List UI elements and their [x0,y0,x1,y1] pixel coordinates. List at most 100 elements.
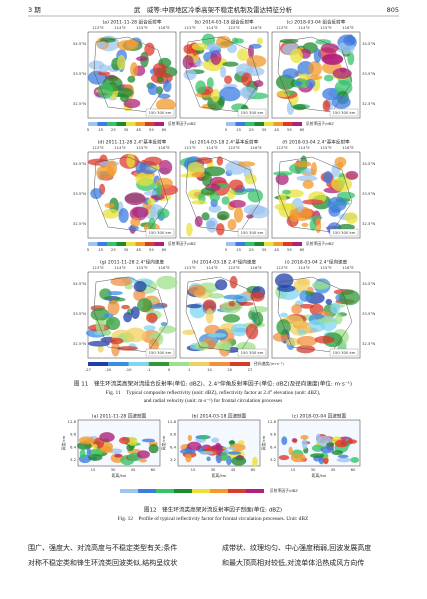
lon-label: 116°E [342,25,354,30]
echo-blob [307,319,326,333]
scale-box [145,228,175,237]
panel-title: (c) 2018-03-04 组合反射率 [287,19,346,26]
echo-blob [157,208,170,219]
scale-label: 150 300 km [149,230,172,235]
echo-blob [219,86,241,102]
x-tick-label: 30 [111,467,116,472]
fig11-caption-en: and radial velocity (unit: m·s⁻¹) for fr… [144,397,283,404]
echo-blob [250,43,262,49]
colorbar-cell [273,122,283,126]
echo-blob [200,187,215,196]
echo-blob [137,298,153,313]
panel-title: (f) 2018-03-04 2.4°基本反射率 [282,139,350,146]
colorbar-cell [108,362,129,366]
echo-blob [311,281,330,290]
y-tick-label: 9.6 [270,432,277,437]
echo-blob [289,207,300,223]
echo-blob [186,304,202,309]
colorbar-tick: 55 [287,127,292,132]
echo-blob [117,54,126,70]
body-text: 围广、强度大、对流高度与不稳定类型有关;条件 [28,543,177,552]
echo-blob [124,192,146,206]
colorbar-cell [264,242,274,246]
colorbar-tick: 25 [111,247,116,252]
echo-blob [111,341,120,357]
echo-blob [88,340,110,347]
colorbar-tick: -27 [85,367,92,372]
scale-label: 150 300 km [333,230,356,235]
echo-blob [315,217,322,234]
echo-blob [249,306,269,313]
lon-label: 114°E [206,145,218,150]
colorbar-cell [228,489,246,493]
colorbar-cell [88,362,109,366]
lat-label: 32.5°N [362,101,375,106]
lon-label: 114°E [298,145,310,150]
lon-label: 114°E [114,265,126,270]
echo-blob [220,301,242,314]
lon-label: 116°E [342,145,354,150]
echo-blob [109,337,124,345]
colorbar-cell [246,489,264,493]
echo-blob [297,329,307,335]
colorbar-cell [283,122,293,126]
echo-blob [278,193,287,205]
colorbar-tick: 5 [225,247,228,252]
echo-blob [322,99,331,112]
echo-blob [236,48,249,61]
echo-blob [308,61,322,77]
echo-blob [97,345,104,353]
lon-label: 114°E [114,145,126,150]
echo-blob [150,205,157,218]
echo-blob [233,206,244,223]
profile-echo [337,454,349,459]
profile-echo [291,438,298,443]
echo-blob [299,303,314,309]
lat-label: 32.5°N [73,341,86,346]
echo-blob [203,166,226,177]
profile-echo [300,435,309,440]
echo-blob [105,316,121,331]
echo-blob [302,179,314,190]
profile-echo [206,456,211,462]
y-axis-label: 高度/km [61,435,66,450]
echo-blob [126,39,140,46]
x-axis-label: 距离/km [312,473,327,478]
echo-blob [339,289,360,306]
lat-label: 34.5°N [362,41,375,46]
lat-label: 34.5°N [362,161,375,166]
profile-echo [148,443,159,454]
colorbar-tick: 35 [262,247,267,252]
echo-blob [230,323,249,337]
colorbar-tick: 65 [162,247,167,252]
lon-label: 116°E [342,265,354,270]
page-number: 805 [387,6,399,14]
echo-blob [334,313,343,325]
lon-label: 113°E [184,25,196,30]
echo-blob [310,162,318,176]
profile-echo [336,457,352,463]
profile-echo [220,451,229,461]
colorbar-tick: 1 [188,367,191,372]
x-axis-label: 距离/km [112,473,127,478]
echo-blob [133,281,147,293]
fig12-caption-en: Fig. 12 Profile of typical reflectivity … [118,515,309,522]
lon-label: 114°E [206,265,218,270]
colorbar-title: 反射率因子/dBZ [306,121,334,126]
panel-title: (i) 2018-03-04 2.4°径向速度 [285,259,348,266]
echo-blob [229,179,244,191]
body-text: 成带状、纹理均匀、中心强度稍弱,回波发展高度 [222,543,371,552]
echo-blob [231,37,239,44]
lon-label: 114°E [114,25,126,30]
y-tick-label: 3.2 [270,457,277,462]
echo-blob [239,86,257,98]
echo-blob [118,208,129,224]
colorbar-tick: 65 [300,127,305,132]
echo-blob [294,81,303,86]
echo-blob [147,197,156,206]
colorbar-cell [226,122,236,126]
echo-blob [146,312,158,323]
y-tick-label: 3.2 [70,457,77,462]
echo-blob [143,190,159,196]
